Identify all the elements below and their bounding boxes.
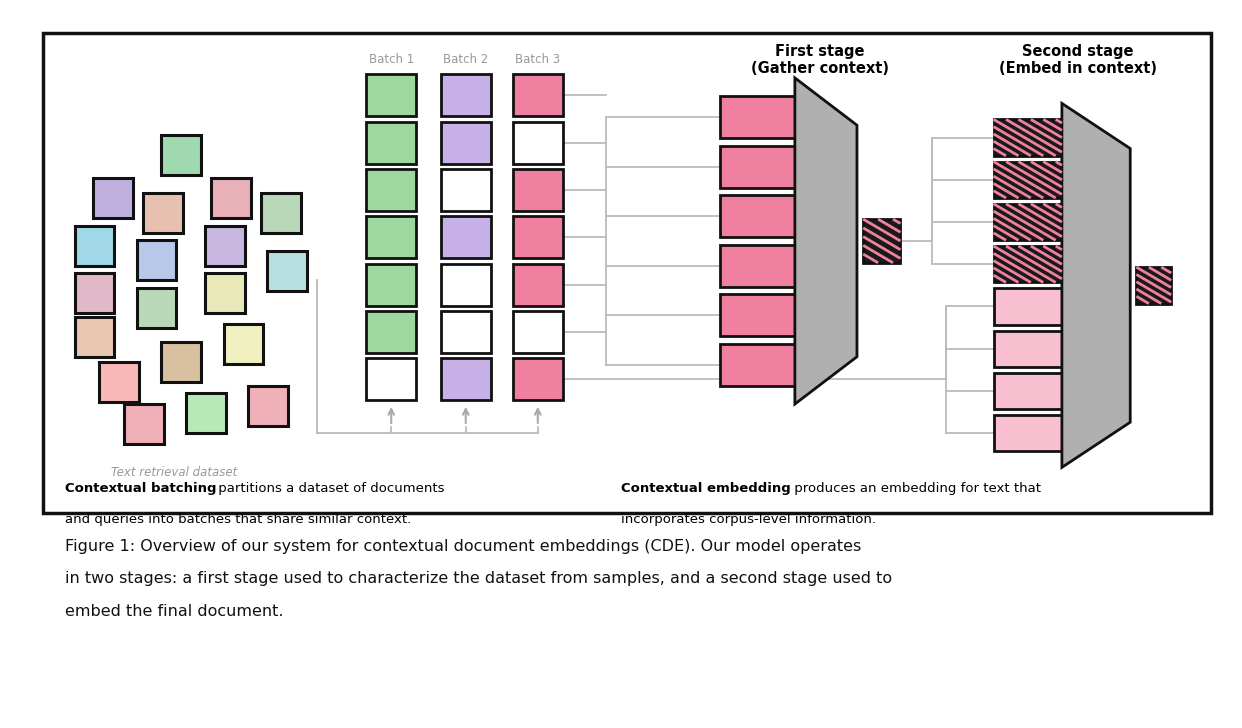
Bar <box>513 264 563 306</box>
Polygon shape <box>795 78 857 404</box>
Bar <box>75 226 114 266</box>
Bar <box>366 358 416 400</box>
Text: Text retrieval dataset: Text retrieval dataset <box>111 466 237 479</box>
Bar <box>863 219 900 263</box>
Bar <box>994 288 1062 325</box>
Bar <box>211 178 251 218</box>
Bar <box>720 245 795 287</box>
Bar <box>994 246 1062 282</box>
Bar <box>441 358 491 400</box>
Bar <box>366 169 416 211</box>
Bar <box>137 240 176 280</box>
Bar <box>205 273 245 313</box>
Bar <box>124 404 164 444</box>
Text: Contextual batching: Contextual batching <box>65 482 216 495</box>
Bar <box>441 216 491 258</box>
Bar <box>513 74 563 116</box>
Bar <box>366 74 416 116</box>
Bar <box>75 317 114 357</box>
Bar <box>513 358 563 400</box>
Bar <box>441 122 491 164</box>
Text: Batch 3: Batch 3 <box>515 52 560 66</box>
Bar <box>720 146 795 188</box>
Text: Figure 1: Overview of our system for contextual document embeddings (CDE). Our m: Figure 1: Overview of our system for con… <box>65 539 861 554</box>
Text: in two stages: a first stage used to characterize the dataset from samples, and : in two stages: a first stage used to cha… <box>65 571 892 587</box>
Text: First stage
(Gather context): First stage (Gather context) <box>750 44 889 76</box>
Bar <box>513 122 563 164</box>
Text: and queries into batches that share similar context.: and queries into batches that share simi… <box>65 513 411 526</box>
Bar <box>137 288 176 328</box>
Bar <box>161 342 201 382</box>
Bar <box>366 216 416 258</box>
Text: embed the final document.: embed the final document. <box>65 604 283 620</box>
Bar <box>143 193 183 233</box>
Text: Contextual embedding: Contextual embedding <box>621 482 791 495</box>
Bar <box>224 324 263 364</box>
Bar <box>441 311 491 353</box>
Bar <box>994 373 1062 409</box>
Bar <box>513 311 563 353</box>
Bar <box>994 204 1062 240</box>
Bar <box>248 386 288 426</box>
Text: Batch 1: Batch 1 <box>369 52 414 66</box>
Bar <box>267 251 307 291</box>
Bar <box>366 264 416 306</box>
Bar <box>205 226 245 266</box>
Bar <box>720 96 795 138</box>
Bar <box>43 33 1211 513</box>
Bar <box>366 122 416 164</box>
Text: incorporates corpus-level information.: incorporates corpus-level information. <box>621 513 876 526</box>
Text: Second stage
(Embed in context): Second stage (Embed in context) <box>999 44 1158 76</box>
Text: produces an embedding for text that: produces an embedding for text that <box>790 482 1041 495</box>
Bar <box>994 119 1062 156</box>
Bar <box>99 362 139 402</box>
Bar <box>1136 267 1171 304</box>
Bar <box>441 264 491 306</box>
Bar <box>720 195 795 237</box>
Bar <box>261 193 301 233</box>
Text: partitions a dataset of documents: partitions a dataset of documents <box>214 482 445 495</box>
Bar <box>441 74 491 116</box>
Bar <box>720 344 795 386</box>
Bar <box>186 393 226 433</box>
Bar <box>994 162 1062 198</box>
Polygon shape <box>1062 103 1130 467</box>
Text: Batch 2: Batch 2 <box>443 52 488 66</box>
Bar <box>75 273 114 313</box>
Bar <box>93 178 133 218</box>
Bar <box>513 216 563 258</box>
Bar <box>441 169 491 211</box>
Bar <box>720 294 795 336</box>
Bar <box>161 135 201 175</box>
Bar <box>366 311 416 353</box>
Bar <box>513 169 563 211</box>
Bar <box>994 331 1062 367</box>
Bar <box>994 415 1062 451</box>
